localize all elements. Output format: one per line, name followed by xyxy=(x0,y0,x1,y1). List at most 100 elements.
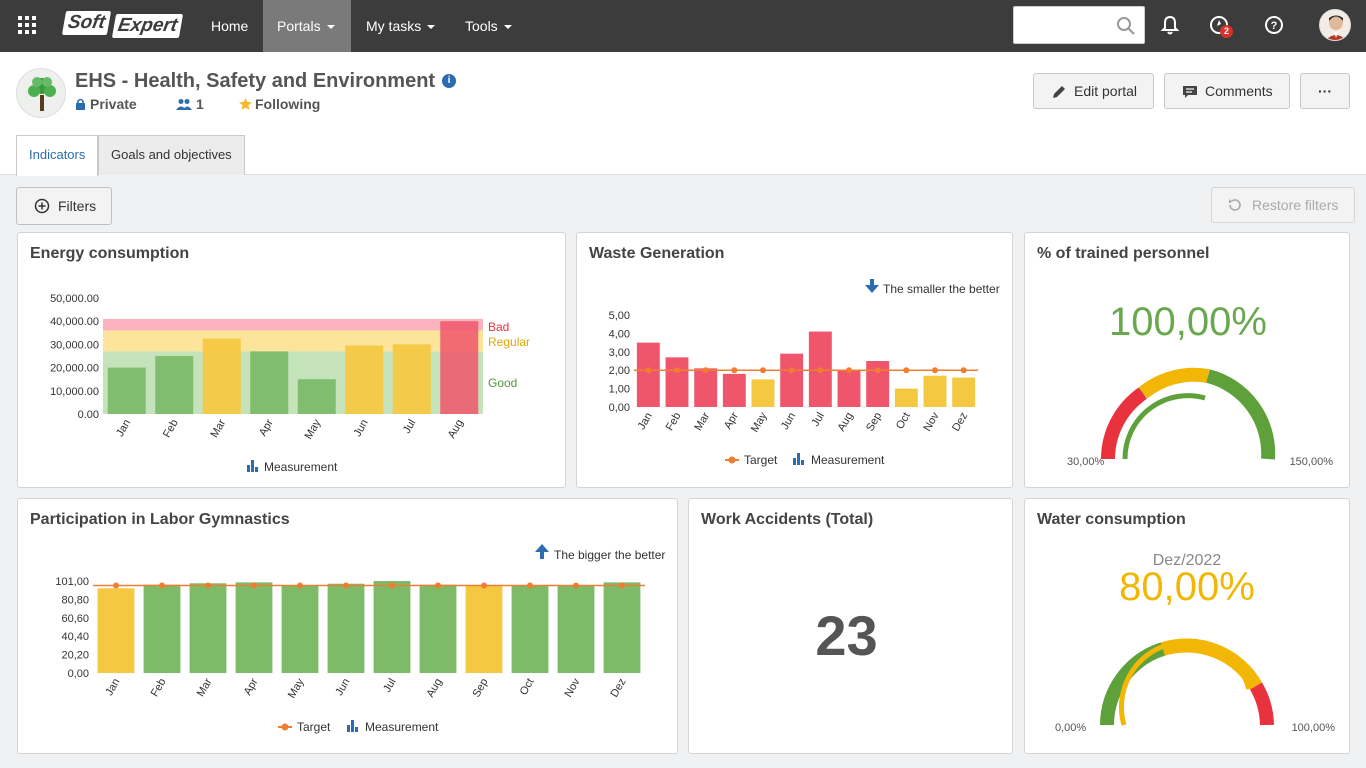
work-accidents-card: Work Accidents (Total) 23 xyxy=(688,498,1013,754)
target-point[interactable] xyxy=(297,582,303,589)
target-point[interactable] xyxy=(903,367,910,374)
restore-filters-button[interactable]: Restore filters xyxy=(1211,187,1355,223)
bar-aug[interactable] xyxy=(837,370,861,407)
bar-apr[interactable] xyxy=(250,351,289,414)
y-tick-label: 2,00 xyxy=(609,365,630,377)
y-tick-label: 40,000.00 xyxy=(50,316,99,328)
bar-nov[interactable] xyxy=(923,375,947,407)
bar-jul[interactable] xyxy=(373,581,411,673)
x-tick-label: Aug xyxy=(424,677,444,700)
gauge-segment-good xyxy=(1100,642,1166,726)
bar-mar[interactable] xyxy=(202,338,241,414)
target-point[interactable] xyxy=(435,582,441,589)
members-count[interactable]: 1 xyxy=(176,96,204,112)
chevron-down-icon xyxy=(427,25,436,30)
target-point[interactable] xyxy=(731,367,738,374)
y-tick-label: 10,000.00 xyxy=(50,386,99,398)
privacy-label: Private xyxy=(90,96,137,112)
target-point[interactable] xyxy=(874,367,881,374)
users-icon xyxy=(176,99,192,110)
target-point[interactable] xyxy=(645,367,652,374)
target-point[interactable] xyxy=(960,367,967,374)
target-point[interactable] xyxy=(343,582,349,589)
search-icon[interactable] xyxy=(1116,16,1136,36)
x-tick-label: Sep xyxy=(470,677,490,700)
help-icon[interactable]: ? xyxy=(1263,14,1285,36)
bar-mar[interactable] xyxy=(189,583,227,673)
target-point[interactable] xyxy=(159,582,165,589)
bell-icon[interactable] xyxy=(1159,14,1181,36)
gauge-period: Dez/2022 xyxy=(1153,552,1222,569)
bar-mar[interactable] xyxy=(694,368,718,407)
target-point[interactable] xyxy=(619,582,625,589)
bar-jan[interactable] xyxy=(636,342,660,407)
band-label-regular: Regular xyxy=(488,335,530,349)
target-point[interactable] xyxy=(527,582,533,589)
bar-dez[interactable] xyxy=(603,582,641,673)
target-point[interactable] xyxy=(788,367,795,374)
more-options-button[interactable]: ··· xyxy=(1300,73,1350,109)
target-point[interactable] xyxy=(205,582,211,589)
bar-may[interactable] xyxy=(297,379,336,414)
target-point[interactable] xyxy=(389,582,395,589)
x-tick-label: Dez xyxy=(950,411,970,434)
bar-aug[interactable] xyxy=(419,584,457,673)
tab-indicators[interactable]: Indicators xyxy=(16,135,99,176)
target-point[interactable] xyxy=(251,582,257,589)
bar-aug[interactable] xyxy=(440,321,479,414)
nav-my-tasks[interactable]: My tasks xyxy=(352,0,449,52)
labor-gymnastics-card: Participation in Labor Gymnastics The bi… xyxy=(17,498,678,754)
nav-tools[interactable]: Tools xyxy=(451,0,526,52)
x-tick-label: Apr xyxy=(257,417,276,438)
legend-target: Target xyxy=(744,453,778,467)
comments-button[interactable]: Comments xyxy=(1164,73,1290,109)
bar-sep[interactable] xyxy=(465,586,503,673)
bar-may[interactable] xyxy=(281,585,319,673)
hint-smaller-better: The smaller the better xyxy=(883,282,1000,296)
nav-home[interactable]: Home xyxy=(197,0,262,52)
bar-oct[interactable] xyxy=(511,585,549,673)
bar-may[interactable] xyxy=(751,379,775,407)
info-icon[interactable]: i xyxy=(442,74,456,88)
target-point[interactable] xyxy=(113,582,119,589)
tree-icon xyxy=(28,77,56,111)
target-point[interactable] xyxy=(817,367,824,374)
following-status[interactable]: Following xyxy=(239,96,320,112)
bar-jan[interactable] xyxy=(107,367,146,414)
svg-text:?: ? xyxy=(1271,20,1278,32)
bar-apr[interactable] xyxy=(722,373,746,407)
target-point[interactable] xyxy=(674,367,680,374)
bar-oct[interactable] xyxy=(894,388,918,407)
y-tick-label: 0,00 xyxy=(609,402,630,414)
target-point[interactable] xyxy=(702,367,709,374)
target-point[interactable] xyxy=(760,367,766,374)
bar-nov[interactable] xyxy=(557,585,595,673)
plus-circle-icon xyxy=(34,198,50,214)
bar-jul[interactable] xyxy=(392,344,431,414)
tab-goals-and-objectives[interactable]: Goals and objectives xyxy=(98,135,245,175)
nav-portals[interactable]: Portals xyxy=(263,0,351,52)
bar-sep[interactable] xyxy=(866,361,890,407)
edit-portal-button[interactable]: Edit portal xyxy=(1033,73,1154,109)
bar-feb[interactable] xyxy=(155,356,194,414)
search-input[interactable] xyxy=(1013,6,1145,44)
target-point[interactable] xyxy=(846,367,852,374)
bar-jan[interactable] xyxy=(97,588,135,673)
privacy-status: Private xyxy=(75,96,137,112)
bar-jun[interactable] xyxy=(345,345,384,414)
bar-apr[interactable] xyxy=(235,582,273,673)
more-options-label: ··· xyxy=(1318,83,1332,99)
target-point[interactable] xyxy=(573,582,579,589)
apps-grid-icon[interactable] xyxy=(18,16,36,34)
bar-jun[interactable] xyxy=(327,583,365,673)
bar-chart-icon xyxy=(247,460,258,472)
bar-jun[interactable] xyxy=(780,353,804,407)
bar-feb[interactable] xyxy=(143,584,181,673)
bar-feb[interactable] xyxy=(665,357,689,407)
filters-button[interactable]: Filters xyxy=(16,187,112,225)
avatar[interactable] xyxy=(1319,9,1351,41)
water-gauge: Dez/2022 80,00% 0,00% 100,00% xyxy=(1055,552,1335,734)
target-point[interactable] xyxy=(481,582,487,589)
bar-dez[interactable] xyxy=(952,377,976,407)
target-point[interactable] xyxy=(932,367,938,374)
